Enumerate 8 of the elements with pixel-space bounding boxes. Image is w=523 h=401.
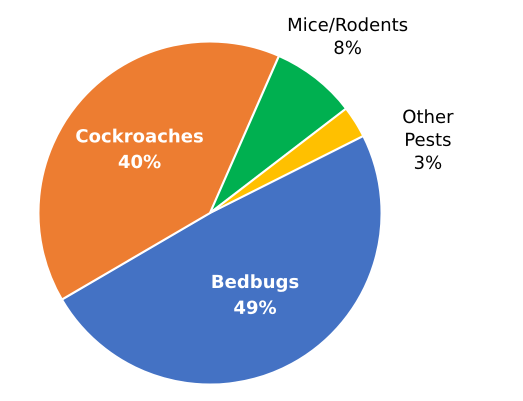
data-label: 40% (118, 154, 161, 168)
data-label: 8% (334, 40, 361, 54)
slice-label: Bedbugs (212, 274, 298, 292)
slice-label: Other Pests (403, 109, 454, 146)
data-label: 3% (414, 155, 442, 170)
slice-label: Mice/Rodents (288, 17, 408, 33)
slice-label: Cockroaches (76, 128, 203, 143)
data-label: 49% (234, 300, 276, 314)
